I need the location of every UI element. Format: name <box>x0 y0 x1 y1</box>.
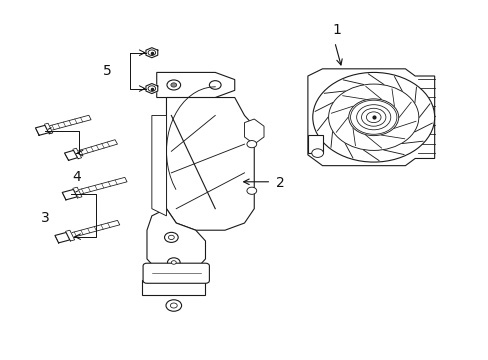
Text: 2: 2 <box>276 176 285 189</box>
Polygon shape <box>65 230 75 241</box>
Polygon shape <box>142 280 205 295</box>
Circle shape <box>350 100 396 134</box>
Circle shape <box>148 86 155 91</box>
Polygon shape <box>147 209 205 270</box>
Circle shape <box>170 83 176 87</box>
Polygon shape <box>145 84 158 94</box>
Text: 1: 1 <box>332 23 341 37</box>
Circle shape <box>148 50 155 55</box>
Polygon shape <box>145 48 158 58</box>
Polygon shape <box>307 69 434 166</box>
Text: 5: 5 <box>103 64 112 78</box>
Circle shape <box>348 99 398 136</box>
FancyBboxPatch shape <box>143 263 209 283</box>
Circle shape <box>209 81 221 89</box>
Polygon shape <box>74 140 117 156</box>
Polygon shape <box>166 98 254 230</box>
Polygon shape <box>157 72 234 98</box>
Circle shape <box>366 112 380 123</box>
Text: 4: 4 <box>72 170 81 184</box>
Circle shape <box>311 149 323 157</box>
Polygon shape <box>73 148 81 159</box>
Circle shape <box>328 84 418 150</box>
Circle shape <box>246 187 256 194</box>
Circle shape <box>170 303 177 308</box>
Circle shape <box>356 105 390 130</box>
Circle shape <box>168 235 174 239</box>
Polygon shape <box>55 233 70 243</box>
FancyBboxPatch shape <box>307 135 322 153</box>
Circle shape <box>167 258 180 267</box>
Circle shape <box>165 300 181 311</box>
Polygon shape <box>64 150 77 160</box>
Polygon shape <box>35 125 48 135</box>
Polygon shape <box>62 189 77 200</box>
Polygon shape <box>45 115 91 131</box>
Circle shape <box>171 261 176 264</box>
Polygon shape <box>44 123 53 134</box>
Text: 3: 3 <box>41 211 49 225</box>
Polygon shape <box>74 177 127 195</box>
Polygon shape <box>244 119 264 144</box>
Circle shape <box>246 140 256 148</box>
Polygon shape <box>152 116 166 216</box>
Polygon shape <box>67 220 120 238</box>
Circle shape <box>361 108 385 126</box>
Circle shape <box>312 72 434 162</box>
Circle shape <box>166 80 180 90</box>
Polygon shape <box>73 187 82 198</box>
Circle shape <box>164 232 178 242</box>
